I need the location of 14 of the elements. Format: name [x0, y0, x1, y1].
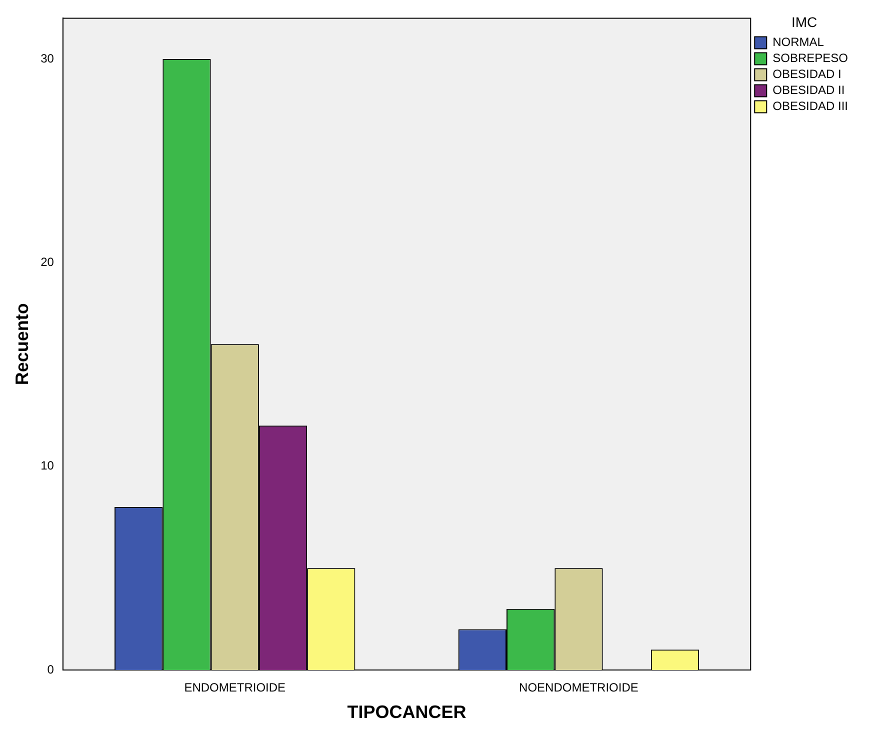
- legend-title: IMC: [791, 14, 818, 30]
- legend-label: SOBREPESO: [772, 51, 848, 66]
- y-tick-label: 0: [47, 662, 54, 676]
- legend-label: OBESIDAD II: [772, 83, 845, 98]
- x-tick-label: ENDOMETRIOIDE: [184, 680, 286, 695]
- x-tick-label: NOENDOMETRIOIDE: [519, 680, 638, 695]
- y-axis-title: Recuento: [12, 303, 32, 386]
- legend-label: OBESIDAD I: [772, 67, 842, 82]
- x-axis-title: TIPOCANCER: [347, 702, 466, 722]
- y-tick-label: 30: [40, 51, 54, 66]
- y-tick-label: 20: [40, 254, 54, 269]
- legend-label: OBESIDAD III: [772, 99, 848, 114]
- legend-label: NORMAL: [772, 35, 824, 50]
- y-tick-label: 10: [40, 458, 54, 473]
